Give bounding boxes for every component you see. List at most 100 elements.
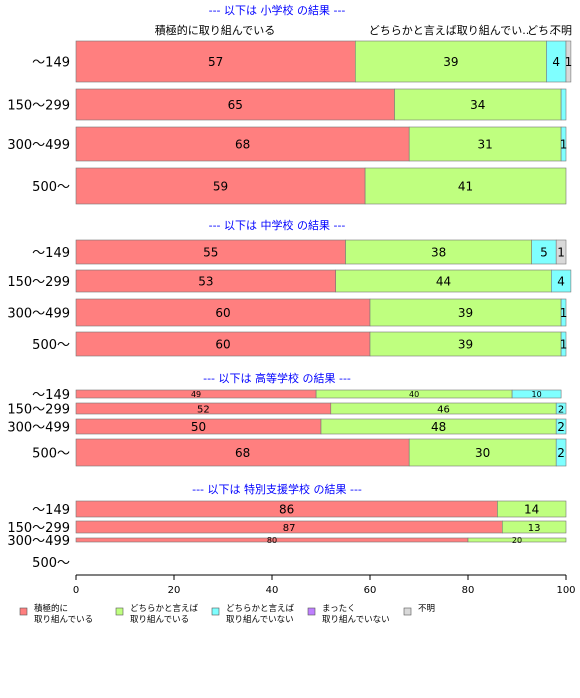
- column-header: 積極的に取り組んでいる: [155, 23, 275, 37]
- data-label: 87: [283, 523, 296, 534]
- data-label: 39: [443, 55, 458, 69]
- data-label: 39: [458, 306, 473, 320]
- legend-swatch: [211, 607, 220, 616]
- data-label: 53: [198, 275, 213, 289]
- data-label: 30: [475, 446, 490, 460]
- x-tick-label: 40: [266, 585, 279, 596]
- bar-segment: [75, 88, 395, 121]
- row-label: 〜149: [32, 388, 70, 403]
- row-label: 〜149: [32, 246, 70, 261]
- bar-segment: [394, 88, 562, 121]
- bar-segment: [560, 88, 567, 121]
- data-label: 68: [235, 446, 250, 460]
- data-label: 86: [279, 503, 294, 517]
- data-label: 59: [213, 180, 228, 194]
- data-label: 39: [458, 338, 473, 352]
- legend-label: 取り組んでいる: [34, 614, 93, 625]
- data-label: 34: [470, 98, 485, 112]
- bar-segment: [354, 40, 547, 83]
- bar-segment: [364, 167, 567, 205]
- data-label: 5: [540, 246, 548, 260]
- data-label: 4: [557, 275, 565, 289]
- data-label: 41: [458, 180, 473, 194]
- column-header: どち..: [527, 24, 556, 37]
- row-label: 500〜: [32, 556, 70, 571]
- row-label: 〜149: [32, 56, 70, 71]
- data-label: 48: [431, 420, 446, 434]
- row-label: 150〜299: [7, 403, 70, 418]
- legend-swatch: [403, 607, 412, 616]
- bar-segment: [555, 402, 567, 415]
- data-label: 1: [565, 55, 573, 69]
- bar-segment: [511, 389, 562, 399]
- bar-segment: [555, 418, 567, 435]
- data-label: 52: [197, 404, 210, 415]
- row-label: 〜149: [32, 503, 70, 518]
- bar-segment: [550, 269, 572, 293]
- row-label: 300〜499: [7, 307, 70, 322]
- data-label: 50: [191, 420, 206, 434]
- bar-segment: [555, 239, 567, 265]
- data-label: 38: [431, 246, 446, 260]
- legend-label: 取り組んでいる: [130, 614, 189, 625]
- data-label: 60: [215, 306, 230, 320]
- data-label: 68: [235, 138, 250, 152]
- row-label: 150〜299: [7, 99, 70, 114]
- data-label: 44: [436, 275, 451, 289]
- group-title: --- 以下は 高等学校 の結果 ---: [203, 371, 351, 385]
- legend-label: どちらかと言えば: [226, 603, 295, 614]
- bar-segment: [501, 520, 567, 534]
- bar-segment: [560, 331, 567, 357]
- row-label: 150〜299: [7, 521, 70, 536]
- legend-swatch: [307, 607, 316, 616]
- data-label: 20: [512, 536, 522, 545]
- row-label: 500〜: [32, 447, 70, 462]
- bar-segment: [531, 239, 557, 265]
- legend-label: 取り組んでいない: [322, 614, 390, 625]
- data-label: 2: [557, 446, 565, 460]
- row-label: 300〜499: [7, 138, 70, 153]
- bar-segment: [345, 239, 532, 265]
- data-label: 80: [267, 536, 277, 545]
- data-label: 55: [203, 246, 218, 260]
- bar-segment: [408, 126, 562, 162]
- x-tick-label: 20: [168, 585, 181, 596]
- bar-segment: [565, 40, 572, 83]
- data-label: 2: [558, 404, 564, 415]
- x-tick-label: 0: [73, 585, 79, 596]
- bar-segment: [467, 537, 567, 543]
- data-label: 40: [409, 390, 419, 399]
- bar-segment: [75, 167, 366, 205]
- data-label: 60: [215, 338, 230, 352]
- data-label: 65: [228, 98, 243, 112]
- row-label: 500〜: [32, 338, 70, 353]
- legend-label: 積極的に: [34, 603, 68, 614]
- row-label: 500〜: [32, 180, 70, 195]
- column-header: 不明: [550, 24, 572, 37]
- legend-label: 取り組んでいない: [226, 614, 294, 625]
- legend-swatch: [19, 607, 28, 616]
- group-title: --- 以下は 小学校 の結果 ---: [209, 3, 346, 17]
- data-label: 1: [557, 246, 565, 260]
- data-label: 31: [478, 138, 493, 152]
- bar-segment: [555, 438, 567, 467]
- data-label: 1: [560, 338, 568, 352]
- data-label: 13: [528, 523, 541, 534]
- group-title: --- 以下は 特別支援学校 の結果 ---: [192, 482, 362, 496]
- row-label: 300〜499: [7, 421, 70, 436]
- data-label: 10: [532, 390, 542, 399]
- bar-segment: [560, 126, 567, 162]
- bar-segment: [75, 438, 410, 467]
- x-tick-label: 80: [462, 585, 475, 596]
- data-label: 1: [560, 306, 568, 320]
- bar-segment: [369, 298, 562, 327]
- legend-label: どちらかと言えば: [130, 603, 199, 614]
- legend-swatch: [115, 607, 124, 616]
- column-header: どちらかと言えば取り組んでい..: [369, 24, 529, 37]
- x-tick-label: 60: [364, 585, 377, 596]
- row-label: 300〜499: [7, 534, 70, 549]
- data-label: 49: [191, 390, 201, 399]
- bar-segment: [75, 331, 371, 357]
